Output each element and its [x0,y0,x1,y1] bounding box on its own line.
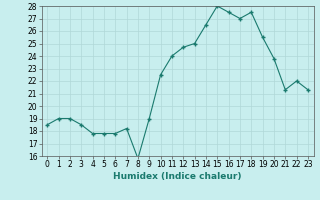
X-axis label: Humidex (Indice chaleur): Humidex (Indice chaleur) [113,172,242,181]
